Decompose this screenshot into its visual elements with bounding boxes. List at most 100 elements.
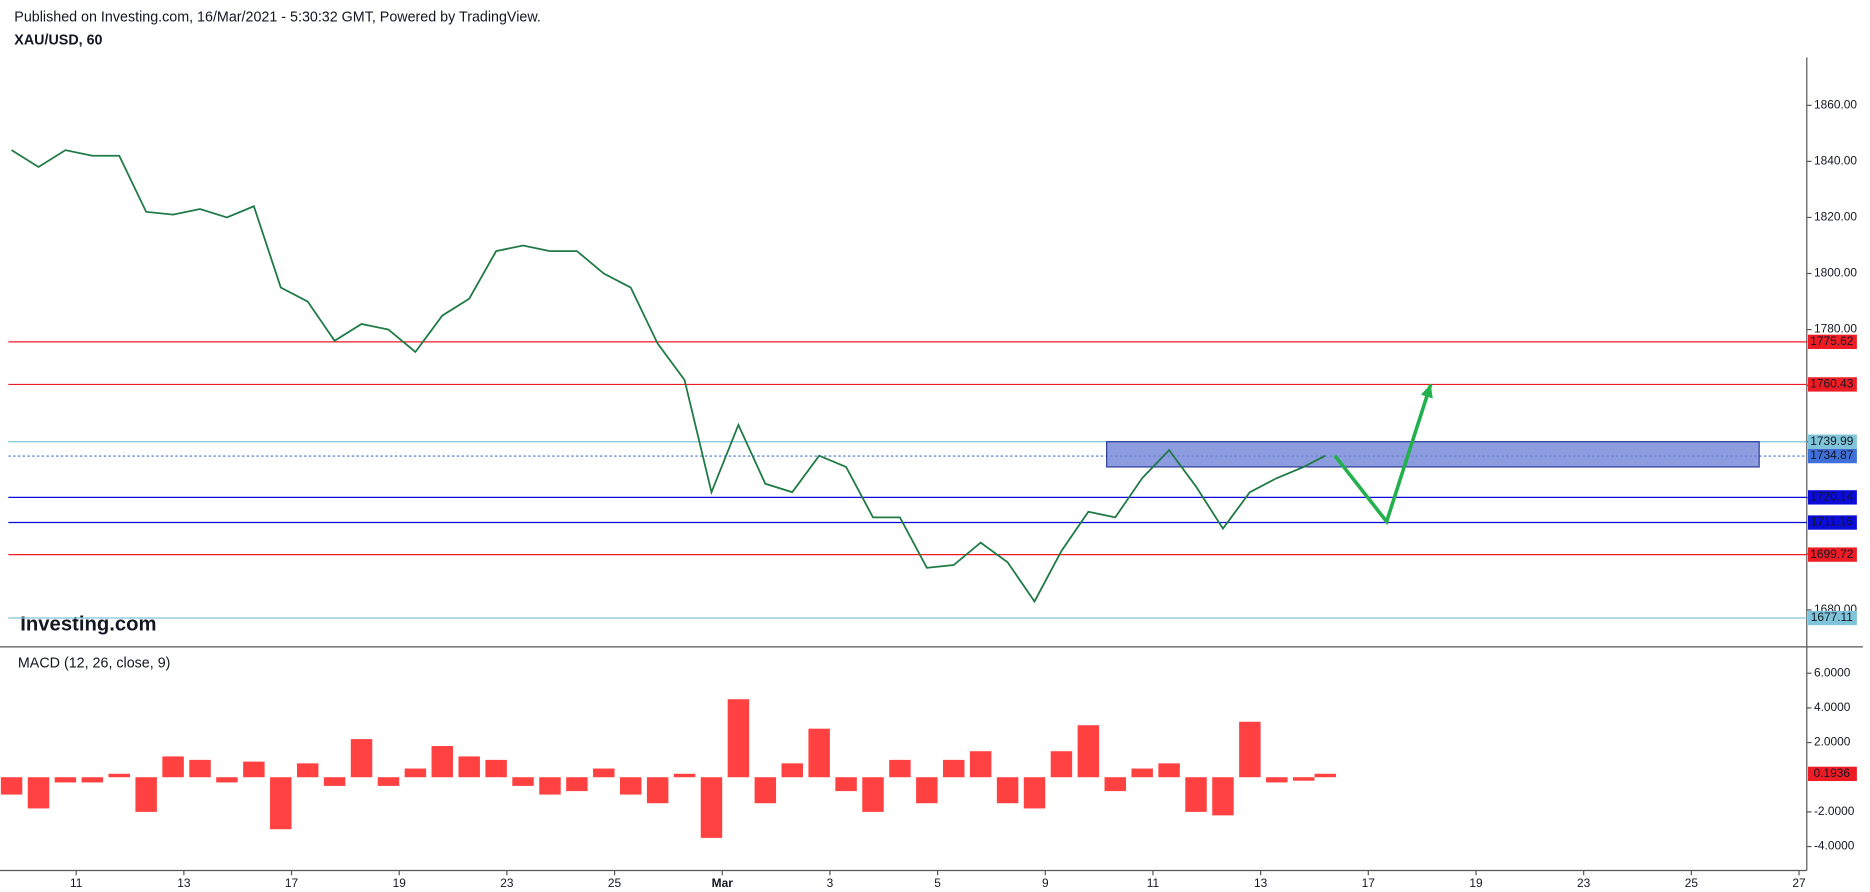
macd-bar (404, 768, 427, 778)
y-tick-label: 1860.00 (1814, 97, 1857, 111)
macd-bar (1077, 725, 1100, 778)
level-label: 1775.62 (1810, 334, 1853, 348)
macd-bar (296, 763, 319, 778)
macd-bar (1050, 751, 1073, 778)
macd-bar (323, 777, 346, 786)
forecast-arrow (1333, 383, 1433, 526)
macd-bar (969, 751, 992, 778)
x-tick-label: 11 (1147, 876, 1160, 890)
x-tick-label: Mar (712, 876, 734, 890)
macd-bar (377, 777, 400, 786)
x-tick-label: 11 (70, 876, 83, 890)
macd-last-label: 0.1936 (1814, 766, 1851, 780)
macd-bar (1292, 777, 1315, 781)
macd-bar (1314, 773, 1336, 778)
macd-bar (916, 777, 938, 804)
macd-bar (700, 777, 723, 838)
level-label: 1760.43 (1810, 377, 1853, 391)
macd-bar (431, 746, 454, 778)
zone (1106, 441, 1760, 468)
macd-bar (754, 777, 777, 804)
macd-bar (996, 777, 1019, 804)
macd-bar (566, 777, 588, 792)
x-tick-label: 17 (285, 876, 299, 890)
y-tick-label: 4.0000 (1814, 700, 1851, 714)
level-tag (1807, 490, 1857, 505)
macd-bar (619, 777, 642, 795)
macd-bar (350, 739, 373, 778)
macd-bar (135, 777, 157, 812)
level-label: 1677.11 (1811, 610, 1854, 624)
macd-bar (54, 777, 77, 783)
level-label: 1720.14 (1810, 490, 1853, 504)
level-tag (1807, 377, 1857, 392)
macd-bar (673, 773, 696, 778)
arrow-head (1420, 384, 1433, 399)
macd-bar (458, 756, 480, 778)
x-tick-label: 19 (1469, 876, 1483, 890)
macd-bar (1158, 763, 1180, 778)
x-tick-label: 27 (1792, 876, 1806, 890)
macd-bar (808, 728, 830, 778)
level-label: 1739.99 (1810, 434, 1853, 448)
macd-bar (1104, 777, 1127, 792)
level-label: 1699.72 (1810, 547, 1853, 561)
y-tick-label: 1780.00 (1814, 322, 1857, 336)
y-tick-label: 1820.00 (1814, 210, 1857, 224)
x-tick-label: 9 (1042, 876, 1049, 890)
macd-bar (189, 759, 211, 778)
level-label: 1711.16 (1811, 515, 1854, 529)
x-tick-label: 25 (1685, 876, 1699, 890)
macd-bar (27, 777, 50, 809)
x-tick-label: 3 (827, 876, 834, 890)
level-tag (1807, 448, 1857, 464)
y-tick-label: -4.0000 (1814, 839, 1855, 853)
macd-bar (216, 777, 238, 783)
macd-bar (727, 699, 750, 778)
macd-bar (1131, 768, 1153, 778)
x-tick-label: 19 (393, 876, 407, 890)
macd-bar (270, 777, 292, 830)
macd-bar (943, 759, 965, 778)
macd-bar (889, 759, 911, 778)
y-tick-label: 1840.00 (1814, 154, 1857, 168)
macd-bar (162, 756, 184, 778)
macd-bar (0, 777, 23, 795)
x-tick-label: 25 (608, 876, 622, 890)
macd-bar (108, 773, 130, 778)
macd-tag (1807, 766, 1857, 782)
price-line (11, 149, 1326, 604)
level-tag (1807, 434, 1857, 449)
watermark: Investing.com (20, 614, 156, 636)
macd-bar (835, 777, 857, 792)
published-note: Published on Investing.com, 16/Mar/2021 … (14, 10, 541, 26)
macd-bar (243, 761, 265, 778)
macd-bar (512, 777, 534, 786)
x-tick-label: 5 (934, 876, 941, 890)
macd-bar (1266, 777, 1288, 783)
macd-bar (81, 777, 104, 783)
level-tag (1807, 334, 1857, 350)
macd-bar (593, 768, 615, 778)
level-label: 1734.87 (1810, 448, 1853, 462)
x-tick-label: 17 (1362, 876, 1376, 890)
y-tick-label: 6.0000 (1814, 665, 1851, 679)
level-tag (1807, 515, 1857, 530)
macd-bar (1239, 721, 1261, 778)
macd-bar (1212, 777, 1234, 816)
macd-bar (862, 777, 884, 812)
level-tag (1807, 547, 1857, 562)
x-tick-label: 23 (500, 876, 514, 890)
x-tick-label: 13 (177, 876, 191, 890)
x-tick-label: 23 (1577, 876, 1591, 890)
x-tick-label: 13 (1254, 876, 1268, 890)
macd-bar (1023, 777, 1046, 809)
symbol-title: XAU/USD, 60 (14, 32, 102, 48)
macd-bar (646, 777, 669, 804)
macd-bar (485, 759, 507, 778)
macd-bar (539, 777, 561, 795)
macd-bar (781, 763, 803, 778)
macd-title: MACD (12, 26, close, 9) (18, 655, 171, 671)
y-tick-label: 2.0000 (1814, 735, 1851, 749)
